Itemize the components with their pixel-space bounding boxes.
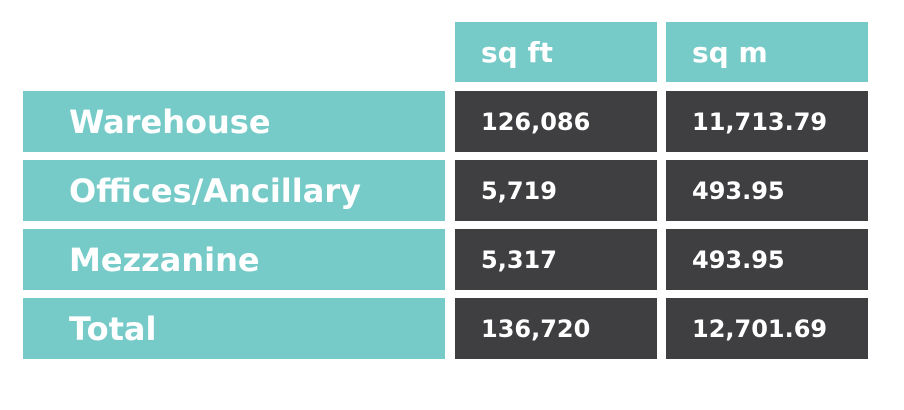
- value-cell: 136,720: [455, 298, 657, 359]
- column-header: sq m: [666, 22, 868, 82]
- column-header: sq ft: [455, 22, 657, 82]
- value-cell: 493.95: [666, 229, 868, 290]
- row-label: Mezzanine: [23, 229, 445, 290]
- value-cell: 5,719: [455, 160, 657, 221]
- value-cell: 126,086: [455, 91, 657, 152]
- row-label: Total: [23, 298, 445, 359]
- value-cell: 11,713.79: [666, 91, 868, 152]
- row-label: Warehouse: [23, 91, 445, 152]
- value-cell: 493.95: [666, 160, 868, 221]
- value-cell: 12,701.69: [666, 298, 868, 359]
- value-cell: 5,317: [455, 229, 657, 290]
- row-label: Offices/Ancillary: [23, 160, 445, 221]
